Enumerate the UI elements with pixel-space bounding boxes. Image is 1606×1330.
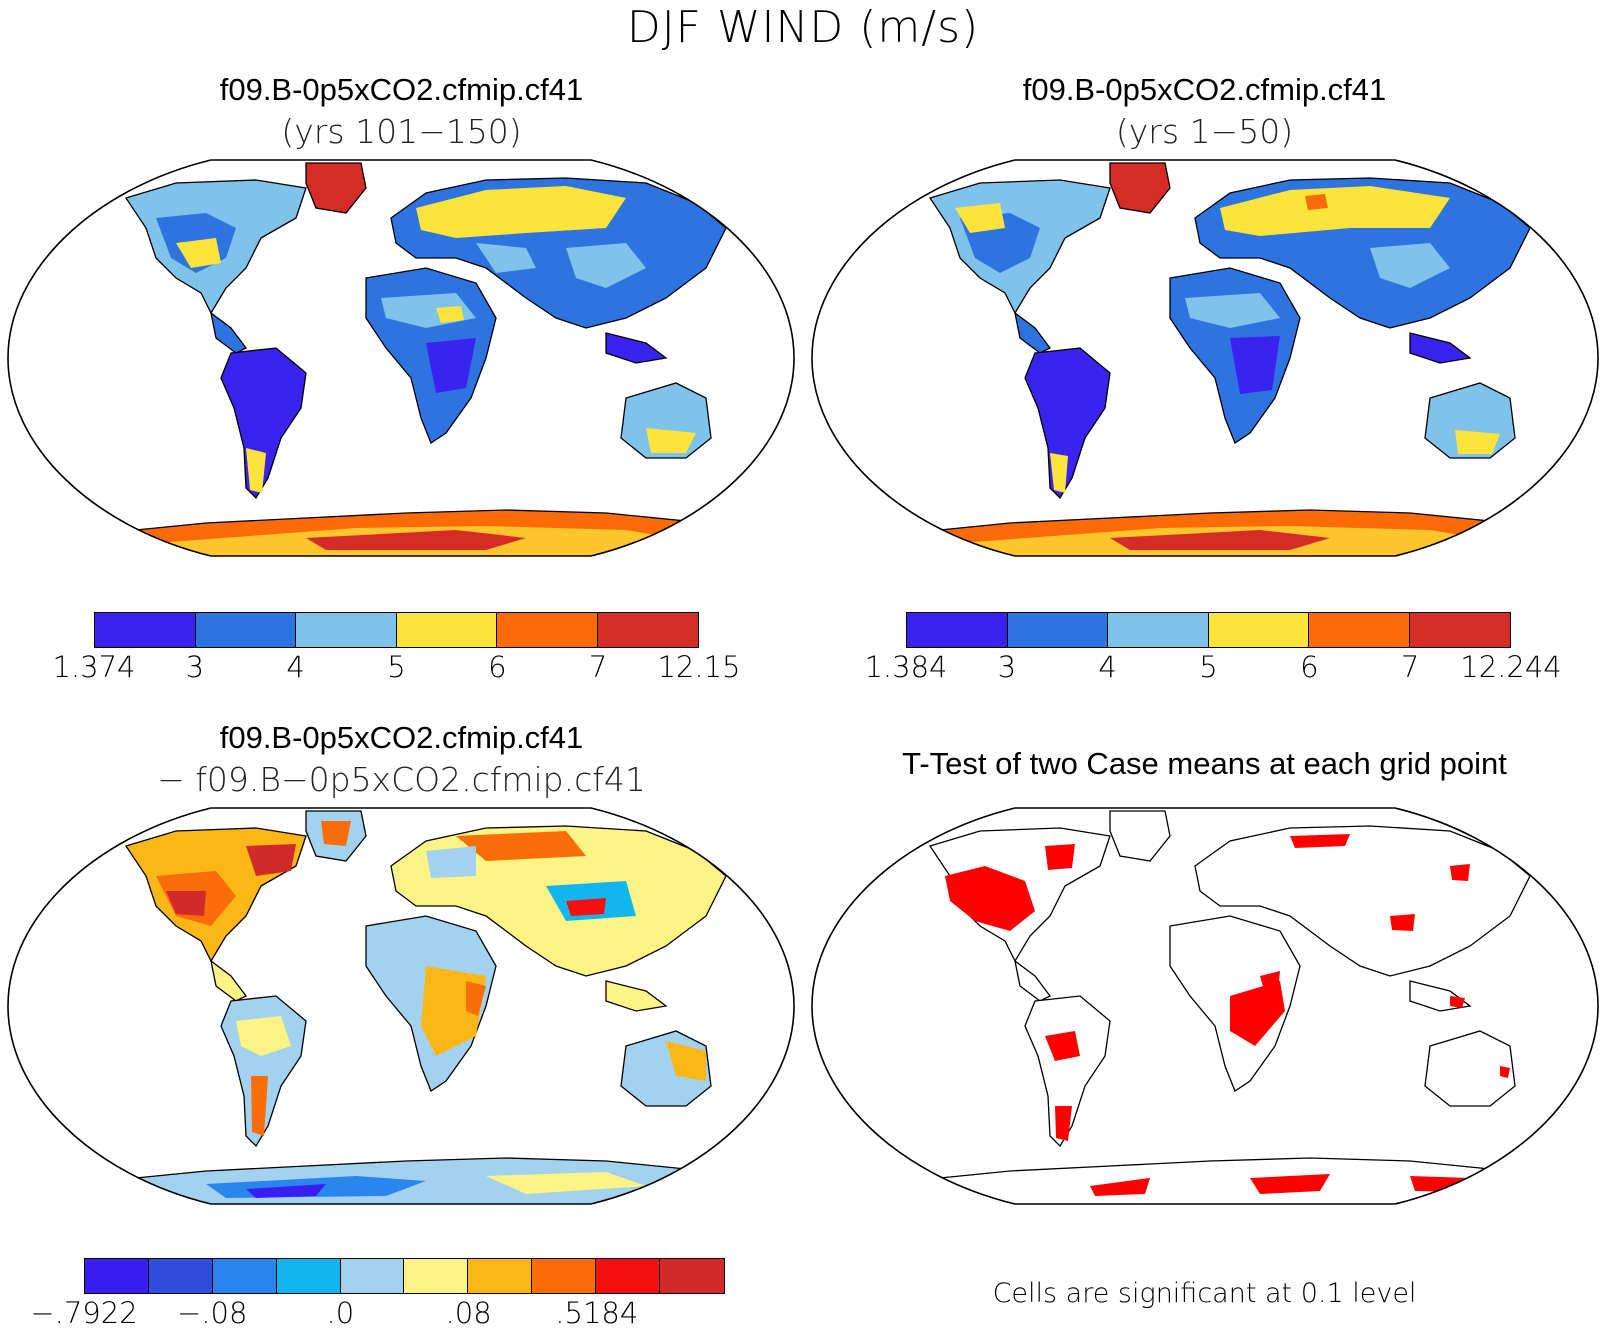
colorbar-cell — [85, 1259, 149, 1293]
colorbar-cell — [396, 613, 497, 647]
greenland-land — [305, 162, 367, 214]
significance-note: Cells are significant at 0.1 level — [992, 1278, 1417, 1309]
colorbar-cell — [212, 1259, 277, 1293]
colorbar-cell — [597, 613, 698, 647]
panel2-colorbar — [906, 612, 1511, 648]
colorbar-tick-label: 7 — [1400, 650, 1420, 684]
colorbar-tick-label: .5184 — [555, 1296, 639, 1330]
colorbar-cell — [1007, 613, 1108, 647]
colorbar-tick-label: 12.244 — [1460, 650, 1562, 684]
panel2-title: f09.B-0p5xCO2.cfmip.cf41 — [1022, 72, 1387, 107]
colorbar-cell — [1208, 613, 1309, 647]
colorbar-tick-label: .0 — [326, 1296, 355, 1330]
colorbar-cell — [660, 1259, 724, 1293]
colorbar-tick-label: 12.15 — [657, 650, 741, 684]
figure-title: DJF WIND (m/s) — [626, 2, 980, 53]
colorbar-tick-label: −.7922 — [30, 1296, 138, 1330]
colorbar-tick-label: 6 — [488, 650, 507, 684]
colorbar-cell — [1309, 613, 1410, 647]
colorbar-cell — [95, 613, 196, 647]
colorbar-tick-label: 7 — [588, 650, 608, 684]
colorbar-tick-label: 1.384 — [864, 650, 948, 684]
panel3-colorbar — [84, 1258, 725, 1294]
colorbar-tick-label: 5 — [387, 650, 406, 684]
colorbar-cell — [468, 1259, 533, 1293]
colorbar-tick-label: 4 — [1098, 650, 1117, 684]
colorbar-cell — [340, 1259, 405, 1293]
colorbar-cell — [1409, 613, 1510, 647]
panel2-subtitle: (yrs 1−50) — [1115, 112, 1294, 151]
colorbar-tick-label: 1.374 — [52, 650, 136, 684]
panel4-title: T-Test of two Case means at each grid po… — [902, 746, 1507, 781]
colorbar-tick-label: −.08 — [176, 1296, 248, 1330]
colorbar-cell — [1108, 613, 1209, 647]
panel1-title: f09.B-0p5xCO2.cfmip.cf41 — [219, 72, 584, 107]
panel1-subtitle: (yrs 101−150) — [281, 112, 522, 151]
colorbar-tick-label: 3 — [185, 650, 205, 684]
colorbar-tick-label: 3 — [997, 650, 1017, 684]
panel3-subtitle: − f09.B−0p5xCO2.cfmip.cf41 — [157, 760, 646, 799]
colorbar-cell — [532, 1259, 597, 1293]
colorbar-cell — [907, 613, 1008, 647]
colorbar-cell — [596, 1259, 661, 1293]
panel4-map — [811, 807, 1599, 1205]
panel3-title: f09.B-0p5xCO2.cfmip.cf41 — [219, 720, 584, 755]
colorbar-cell — [296, 613, 397, 647]
colorbar-cell — [497, 613, 598, 647]
panel1-map — [7, 159, 795, 557]
colorbar-tick-label: 6 — [1300, 650, 1319, 684]
panel2-map — [811, 159, 1599, 557]
colorbar-cell — [148, 1259, 213, 1293]
colorbar-cell — [404, 1259, 469, 1293]
panel3-map — [7, 807, 795, 1205]
significance-cells — [945, 834, 1510, 1196]
panel1-colorbar — [94, 612, 699, 648]
colorbar-tick-label: 5 — [1199, 650, 1218, 684]
colorbar-cell — [276, 1259, 341, 1293]
colorbar-tick-label: 4 — [286, 650, 305, 684]
colorbar-cell — [195, 613, 296, 647]
colorbar-tick-label: .08 — [445, 1296, 492, 1330]
